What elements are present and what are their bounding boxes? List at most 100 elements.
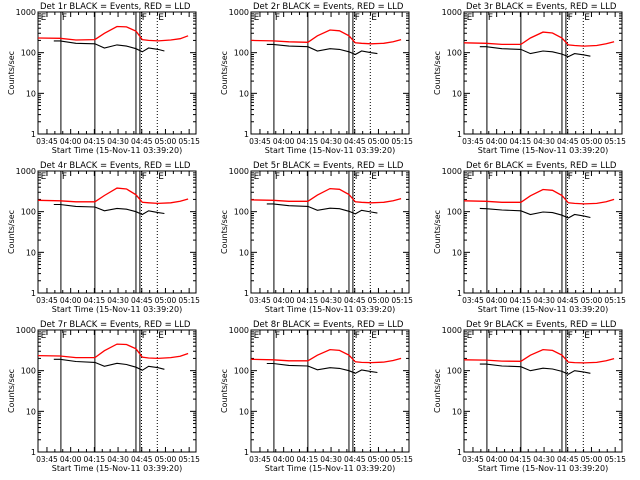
marker-letter: F [275, 13, 280, 23]
y-tick-label: 1000 [229, 167, 249, 176]
x-tick-label: 04:45 [344, 137, 366, 146]
marker-letter: E [41, 172, 47, 182]
plot-frame [37, 329, 197, 453]
x-tick-label: 04:30 [107, 137, 129, 146]
events-series-line [479, 207, 591, 219]
lld-series-line [463, 31, 615, 47]
x-tick-label: 04:45 [557, 137, 579, 146]
x-tick-label: 05:00 [368, 455, 390, 464]
y-tick-label: 100 [234, 367, 249, 376]
x-tick-label: 04:30 [107, 296, 129, 305]
marker-letter: E [41, 331, 47, 341]
x-tick-label: 05:15 [178, 137, 200, 146]
y-axis-label: Counts/sec [433, 51, 442, 95]
x-tick-label: 04:45 [557, 296, 579, 305]
lld-series-line [250, 348, 402, 364]
x-tick-label: 04:15 [84, 296, 106, 305]
marker-letter: E [254, 13, 260, 23]
x-tick-label: 04:45 [557, 455, 579, 464]
marker-letter: F [568, 172, 573, 182]
y-tick-label: 10 [26, 248, 36, 257]
y-tick-label: 1000 [229, 8, 249, 17]
x-tick-label: 03:45 [462, 137, 484, 146]
y-tick-label: 10 [452, 248, 462, 257]
events-series-line [479, 363, 591, 375]
x-axis-label: Start Time (15-Nov-11 03:39:20) [478, 464, 608, 473]
x-tick-label: 05:00 [155, 455, 177, 464]
marker-letter: E [41, 13, 47, 23]
x-tick-label: 05:15 [391, 296, 413, 305]
plot-frame [463, 329, 623, 453]
plot-frame [250, 11, 410, 135]
lld-series-line [463, 188, 615, 205]
marker-letter: E [371, 172, 377, 182]
x-axis-label: Start Time (15-Nov-11 03:39:20) [478, 305, 608, 314]
marker-letter: F [275, 172, 280, 182]
marker-letter: E [254, 331, 260, 341]
x-tick-label: 04:00 [60, 296, 82, 305]
y-tick-label: 1000 [442, 326, 462, 335]
x-tick-label: 04:45 [344, 296, 366, 305]
y-axis-label: Counts/sec [220, 369, 229, 413]
x-tick-label: 03:45 [36, 137, 58, 146]
x-tick-label: 04:30 [533, 137, 555, 146]
x-tick-label: 04:00 [273, 296, 295, 305]
x-tick-label: 04:30 [320, 137, 342, 146]
panel-title: Det 5r BLACK = Events, RED = LLD [253, 161, 404, 171]
x-tick-label: 04:15 [297, 455, 319, 464]
x-tick-label: 05:00 [368, 296, 390, 305]
y-tick-label: 1 [31, 289, 36, 298]
panel-title: Det 9r BLACK = Events, RED = LLD [466, 320, 617, 330]
x-tick-label: 04:30 [320, 296, 342, 305]
x-tick-label: 04:45 [344, 455, 366, 464]
y-tick-label: 1 [31, 448, 36, 457]
x-tick-label: 04:15 [510, 296, 532, 305]
y-axis-label: Counts/sec [220, 210, 229, 254]
events-series-line [266, 43, 378, 56]
y-tick-label: 100 [447, 367, 462, 376]
y-tick-label: 10 [452, 407, 462, 416]
x-tick-label: 05:15 [391, 137, 413, 146]
x-tick-label: 04:15 [84, 137, 106, 146]
x-axis-label: Start Time (15-Nov-11 03:39:20) [52, 464, 182, 473]
x-tick-label: 04:00 [273, 455, 295, 464]
plot-frame [37, 170, 197, 294]
plot-frame [250, 170, 410, 294]
x-tick-label: 04:30 [533, 296, 555, 305]
marker-letter: F [62, 331, 67, 341]
x-axis-label: Start Time (15-Nov-11 03:39:20) [52, 146, 182, 155]
panel-title: Det 6r BLACK = Events, RED = LLD [466, 161, 617, 171]
plot-frame [463, 11, 623, 135]
events-series-line [479, 46, 591, 58]
x-tick-label: 03:45 [36, 296, 58, 305]
x-axis-label: Start Time (15-Nov-11 03:39:20) [478, 146, 608, 155]
y-tick-label: 1000 [16, 326, 36, 335]
events-series-line [266, 203, 378, 215]
x-tick-label: 03:45 [462, 296, 484, 305]
marker-letter: F [568, 331, 573, 341]
x-tick-label: 04:15 [510, 137, 532, 146]
x-tick-label: 04:30 [320, 455, 342, 464]
panel-title: Det 1r BLACK = Events, RED = LLD [40, 2, 191, 12]
lld-series-line [250, 187, 402, 204]
y-tick-label: 1 [244, 289, 249, 298]
marker-letter: F [62, 172, 67, 182]
lld-series-line [250, 29, 402, 45]
marker-letter: F [568, 13, 573, 23]
marker-letter: F [488, 331, 493, 341]
y-tick-label: 100 [21, 367, 36, 376]
lld-series-line [37, 187, 189, 205]
y-tick-label: 10 [239, 89, 249, 98]
y-axis-label: Counts/sec [433, 369, 442, 413]
marker-letter: E [158, 172, 164, 182]
x-tick-label: 04:15 [84, 455, 106, 464]
x-axis-label: Start Time (15-Nov-11 03:39:20) [52, 305, 182, 314]
y-tick-label: 1 [244, 448, 249, 457]
y-tick-label: 1000 [229, 326, 249, 335]
marker-letter: E [467, 172, 473, 182]
